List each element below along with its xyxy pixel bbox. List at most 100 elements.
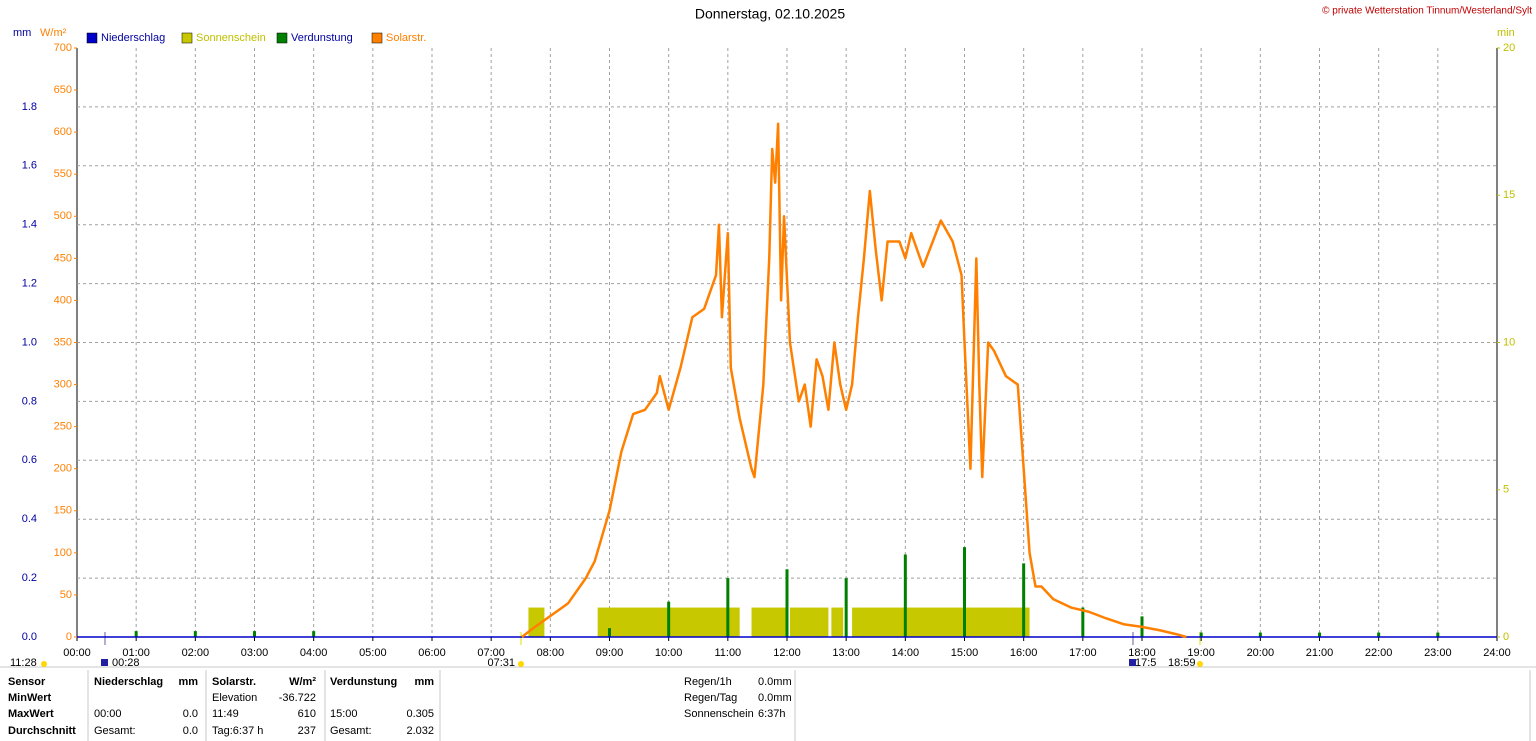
y2-tick-label: 10 <box>1503 336 1515 348</box>
y-tick-label: 350 <box>54 336 72 348</box>
x-tick-label: 05:00 <box>359 647 387 659</box>
table-cell: Solarstr. <box>212 676 256 688</box>
y3-unit: mm <box>13 27 31 39</box>
x-tick-label: 09:00 <box>596 647 624 659</box>
legend-swatch <box>371 32 383 44</box>
table-cell: Elevation <box>212 692 257 704</box>
table-cell: mm <box>414 676 434 688</box>
summary-value: 0.0mm <box>758 676 792 688</box>
table-cell: 11:49 <box>212 708 239 720</box>
y3-tick-label: 1.8 <box>22 101 37 113</box>
y-tick-label: 100 <box>54 547 72 559</box>
y-tick-label: 700 <box>54 42 72 54</box>
chart-title: Donnerstag, 02.10.2025 <box>695 6 845 22</box>
x-tick-label: 21:00 <box>1306 647 1334 659</box>
y3-tick-label: 0.2 <box>22 572 37 584</box>
y-tick-label: 400 <box>54 294 72 306</box>
x-tick-label: 12:00 <box>773 647 801 659</box>
y-tick-label: 650 <box>54 84 72 96</box>
table-cell: mm <box>178 676 198 688</box>
legend-label: Niederschlag <box>101 32 165 44</box>
x-tick-label: 10:00 <box>655 647 683 659</box>
x-tick-label: 13:00 <box>832 647 860 659</box>
moon-icon <box>1129 659 1136 666</box>
sunshine-block <box>789 607 829 637</box>
legend-swatch <box>181 32 193 44</box>
x-tick-label: 14:00 <box>892 647 920 659</box>
summary-label: Regen/1h <box>684 676 732 688</box>
legend-label: Solarstr. <box>386 32 426 44</box>
x-tick-label: 03:00 <box>241 647 269 659</box>
sunshine-block <box>751 607 787 637</box>
sunshine-block <box>852 607 1030 637</box>
table-cell: Niederschlag <box>94 676 163 688</box>
table-cell: -36.722 <box>279 692 316 704</box>
x-tick-label: 00:00 <box>63 647 91 659</box>
y-tick-label: 300 <box>54 378 72 390</box>
x-tick-label: 24:00 <box>1483 647 1511 659</box>
series-line <box>521 122 1187 639</box>
x-tick-label: 23:00 <box>1424 647 1452 659</box>
x-tick-label: 01:00 <box>122 647 150 659</box>
table-cell: MinWert <box>8 692 52 704</box>
moon-icon <box>101 659 108 666</box>
legend-swatch <box>276 32 288 44</box>
summary-value: 6:37h <box>758 708 786 720</box>
copyright: © private Wetterstation Tinnum/Westerlan… <box>1322 6 1532 17</box>
x-tick-label: 07:00 <box>477 647 505 659</box>
y3-tick-label: 0.4 <box>22 513 37 525</box>
x-tick-label: 02:00 <box>182 647 210 659</box>
y3-tick-label: 0.6 <box>22 454 37 466</box>
sun-icon <box>1197 661 1203 667</box>
y-tick-label: 200 <box>54 463 72 475</box>
y3-tick-label: 1.4 <box>22 219 37 231</box>
x-tick-label: 16:00 <box>1010 647 1038 659</box>
table-cell: Verdunstung <box>330 676 397 688</box>
table-cell: 2.032 <box>406 725 434 737</box>
table-cell: 00:00 <box>94 708 122 720</box>
y-tick-label: 500 <box>54 210 72 222</box>
x-tick-label: 18:00 <box>1128 647 1156 659</box>
x-tick-label: 08:00 <box>537 647 565 659</box>
table-cell: Durchschnitt <box>8 725 76 737</box>
summary-label: Sonnenschein <box>684 708 754 720</box>
table-cell: MaxWert <box>8 708 54 720</box>
x-tick-label: 20:00 <box>1247 647 1275 659</box>
y-tick-label: 600 <box>54 126 72 138</box>
y-tick-label: 250 <box>54 421 72 433</box>
sunshine-block <box>831 607 844 637</box>
y3-tick-label: 1.6 <box>22 160 37 172</box>
y2-tick-label: 0 <box>1503 631 1509 643</box>
y-tick-label: 50 <box>60 589 72 601</box>
x-tick-label: 19:00 <box>1187 647 1215 659</box>
time-marker: 07:31 <box>487 657 515 669</box>
x-tick-label: 15:00 <box>951 647 979 659</box>
table-cell: W/m² <box>289 676 316 688</box>
x-tick-label: 11:00 <box>714 647 741 659</box>
y3-tick-label: 0.0 <box>22 631 37 643</box>
sun-icon <box>41 661 47 667</box>
table-cell: 0.0 <box>183 708 198 720</box>
table-cell: 610 <box>298 708 316 720</box>
table-cell: 237 <box>298 725 316 737</box>
x-tick-label: 22:00 <box>1365 647 1393 659</box>
time-marker: 17:5 <box>1135 657 1156 669</box>
y2-tick-label: 20 <box>1503 42 1515 54</box>
y3-tick-label: 1.2 <box>22 278 37 290</box>
summary-value: 0.0mm <box>758 692 792 704</box>
time-marker: 11:28 <box>10 657 37 669</box>
y-tick-label: 150 <box>54 505 72 517</box>
legend-label: Sonnenschein <box>196 32 266 44</box>
y-tick-label: 450 <box>54 252 72 264</box>
table-cell: Sensor <box>8 676 46 688</box>
table-cell: Gesamt: <box>330 725 372 737</box>
table-cell: 15:00 <box>330 708 358 720</box>
x-tick-label: 17:00 <box>1069 647 1097 659</box>
y2-tick-label: 5 <box>1503 484 1509 496</box>
y-unit: W/m² <box>40 27 67 39</box>
y-tick-label: 0 <box>66 631 72 643</box>
table-cell: 0.305 <box>406 708 434 720</box>
y3-tick-label: 0.8 <box>22 395 37 407</box>
legend-label: Verdunstung <box>291 32 353 44</box>
